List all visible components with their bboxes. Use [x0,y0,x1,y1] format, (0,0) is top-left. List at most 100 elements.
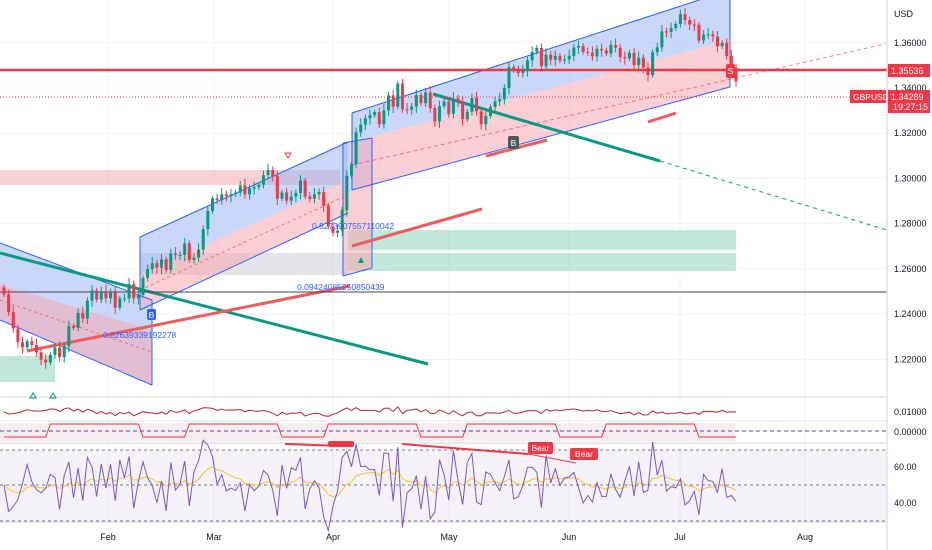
candle-body [447,101,451,114]
price-tick: 1.22000 [894,354,927,364]
candle-body [285,192,289,201]
svg-text:S: S [728,66,734,76]
candle-body [336,230,340,233]
rsi-tick: 60.00 [894,462,917,472]
fib-label: 0.0942408525085043​9 [297,282,385,292]
candle-body [669,28,673,32]
fib-label: 0.8263933919227​8 [103,330,177,340]
svg-text:1.35536: 1.35536 [891,66,924,76]
candle-body [549,54,553,60]
price-tick: 1.24000 [894,309,927,319]
candle-body [16,328,20,343]
candle-body [581,45,585,53]
candle-body [410,106,414,110]
date-tick: May [440,532,458,542]
candle-body [224,194,228,197]
candle-body [67,326,71,346]
candle-body [349,164,353,176]
candle-body [484,115,488,125]
candle-body [674,23,678,29]
candle-body [340,210,344,231]
candle-body [294,192,298,197]
candle-body [715,36,719,47]
bear-divergence-line [527,453,577,464]
candle-body [178,254,182,256]
uptrend-line [26,284,351,353]
candle-body [261,175,265,185]
date-tick: Jun [562,532,577,542]
candle-body [604,50,608,54]
candle-body [354,132,358,165]
up-triangle-marker [49,392,57,399]
buy-marker: B [508,136,519,149]
svg-text:19:27:15: 19:27:15 [893,102,928,112]
candle-body [62,345,66,358]
candle-body [71,326,75,328]
demand-zone [348,253,736,271]
candle-body [303,180,307,197]
down-triangle-marker [284,152,292,159]
candle-body [382,110,386,125]
candle-body [502,87,506,100]
candles [2,7,738,369]
indicator-tick: 0.01000 [894,407,927,417]
candle-body [526,60,530,72]
candle-body [210,198,214,212]
fib-label: 0.8273907557110042 [312,221,394,231]
svg-text:B: B [511,138,517,148]
candle-body [243,185,247,195]
candle-body [234,192,238,195]
candle-body [692,24,696,26]
candle-body [706,34,710,36]
candle-body [470,97,474,112]
candle-body [312,194,316,199]
channel-blue-upper [140,142,348,275]
channel-red-lower [0,285,152,385]
candle-body [21,342,25,348]
up-triangle-marker [358,257,364,263]
downtrend-projection [659,160,891,232]
candle-body [512,67,516,71]
candle-body [275,175,279,199]
candle-body [544,54,548,67]
candle-body [618,47,622,58]
candle-body [400,83,404,110]
candle-body [665,31,669,33]
candle-body [539,47,543,67]
date-tick: Feb [100,532,116,542]
price-tick: 1.30000 [894,173,927,183]
candle-body [586,52,590,54]
candle-body [428,92,432,109]
candle-body [396,83,400,107]
candle-body [113,292,117,308]
time-axis[interactable]: Feb Mar Apr May Jun Jul Aug [100,532,813,542]
channel-midline [351,43,886,166]
candle-body [359,124,363,133]
channel-red-lower [140,180,348,310]
candle-body [197,249,201,258]
candle-body [136,294,140,299]
candle-body [558,55,562,61]
candle-body [641,57,645,68]
candle-body [118,298,122,308]
candle-body [220,194,224,201]
candle-body [81,312,85,319]
symbol-tag: GBPUSD [850,90,889,103]
indicator-1-line [3,406,737,417]
candle-body [308,196,312,199]
candle-body [215,198,219,201]
price-tick-labels: 1.36000 1.34000 1.32000 1.30000 1.28000 1.260… [894,38,927,365]
candle-body [595,48,599,57]
candle-body [368,115,372,119]
candle-body [373,112,377,116]
candle-body [132,284,136,299]
candle-body [238,185,242,193]
current-price-tag: 1.34289 19:27:15 [888,90,930,113]
buy-marker: B [147,309,156,320]
candle-body [331,226,335,233]
candle-body [187,243,191,260]
date-tick: Jul [674,532,686,542]
candle-body [725,42,729,57]
candle-body [377,112,381,125]
